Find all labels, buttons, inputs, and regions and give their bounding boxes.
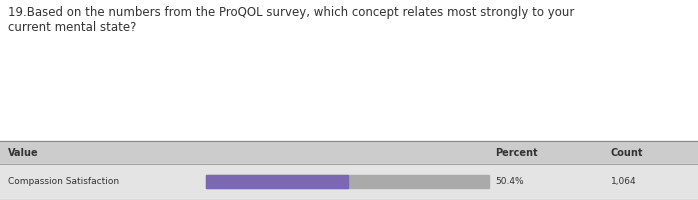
Bar xyxy=(0,199,698,200)
Bar xyxy=(0,164,698,199)
Bar xyxy=(206,175,489,188)
Bar xyxy=(206,175,348,188)
Text: Compassion Satisfaction: Compassion Satisfaction xyxy=(8,177,119,186)
Bar xyxy=(0,0,698,141)
Text: Value: Value xyxy=(8,148,39,158)
Text: Percent: Percent xyxy=(496,148,538,158)
Bar xyxy=(0,141,698,164)
Text: Count: Count xyxy=(611,148,644,158)
Text: 50.4%: 50.4% xyxy=(496,177,524,186)
Text: 1,064: 1,064 xyxy=(611,177,637,186)
Bar xyxy=(0,141,698,200)
Text: 19.Based on the numbers from the ProQOL survey, which concept relates most stron: 19.Based on the numbers from the ProQOL … xyxy=(8,6,574,34)
